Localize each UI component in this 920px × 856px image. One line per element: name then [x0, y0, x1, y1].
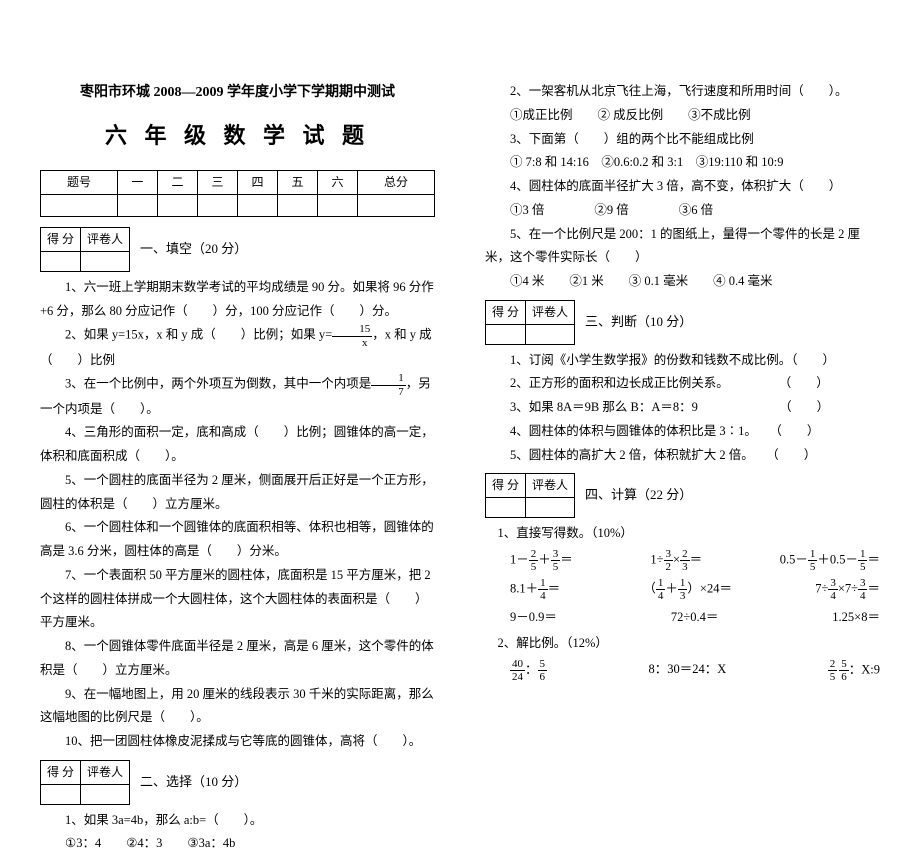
choice-q4: 4、圆柱体的底面半径扩大 3 倍，高不变，体积扩大（ ） [485, 175, 880, 199]
page-wrap: 枣阳市环城 2008—2009 学年度小学下学期期中测试 六 年 级 数 学 试… [40, 80, 880, 856]
fill-q2: 2、如果 y=15x，x 和 y 成（ ）比例；如果 y=15x，x 和 y 成… [40, 323, 435, 372]
text: 3、在一个比例中，两个外项互为倒数，其中一个内项是 [65, 377, 371, 391]
section-3-title: 三、判断（10 分） [585, 310, 692, 335]
score-cell [41, 195, 118, 217]
grade-box: 得 分评卷人 [485, 300, 575, 345]
score-cell: 三 [197, 171, 237, 195]
calc-item: 1－25＋35＝ [510, 548, 573, 573]
choice-q3: 3、下面第（ ）组的两个比不能组成比例 [485, 128, 880, 152]
grade-box: 得 分评卷人 [40, 227, 130, 272]
calc-h1: 1、直接写得数。（10%） [485, 522, 880, 546]
calc-item: 72÷0.4＝ [671, 606, 719, 630]
fill-q9: 9、在一幅地图上，用 20 厘米的线段表示 30 千米的实际距离，那么这幅地图的… [40, 683, 435, 731]
judge-q2: 2、正方形的面积和边长成正比例关系。 （ ） [485, 372, 880, 396]
section-3-row: 得 分评卷人 三、判断（10 分） [485, 300, 880, 345]
calc-row-4: 4024：56 8：30＝24：X 2556：X:9 [485, 656, 880, 685]
calc-h2: 2、解比例。（12%） [485, 632, 880, 656]
fill-q6: 6、一个圆柱体和一个圆锥体的底面积相等、体积也相等，圆锥体的高是 3.6 分米，… [40, 516, 435, 564]
fill-q1: 1、六一班上学期期末数学考试的平均成绩是 90 分。如果将 96 分作+6 分，… [40, 276, 435, 324]
section-4-row: 得 分评卷人 四、计算（22 分） [485, 473, 880, 518]
fill-q7: 7、一个表面积 50 平方厘米的圆柱体，底面积是 15 平方厘米，把 2 个这样… [40, 564, 435, 635]
calc-item: 9－0.9＝ [510, 606, 557, 630]
choice-q5-opts: ①4 米 ②1 米 ③ 0.1 毫米 ④ 0.4 毫米 [485, 270, 880, 294]
choice-q2-opts: ①成正比例 ② 成反比例 ③不成比例 [485, 104, 880, 128]
fraction: 17 [371, 372, 406, 397]
choice-q1-opts: ①3：4 ②4：3 ③3a：4b [40, 832, 435, 856]
calc-item: 8：30＝24：X [648, 658, 726, 683]
calc-row-1: 1－25＋35＝ 1÷32×23＝ 0.5－15＋0.5－15＝ [485, 546, 880, 575]
grade-box: 得 分评卷人 [485, 473, 575, 518]
choice-q4-opts: ①3 倍 ②9 倍 ③6 倍 [485, 199, 880, 223]
exam-header: 枣阳市环城 2008—2009 学年度小学下学期期中测试 [40, 80, 435, 107]
calc-item: 1.25×8＝ [832, 606, 880, 630]
score-cell: 六 [318, 171, 358, 195]
calc-item: 8.1＋14＝ [510, 577, 560, 602]
score-table: 题号 一 二 三 四 五 六 总分 [40, 170, 435, 217]
calc-item: （14＋13）×24＝ [643, 577, 732, 602]
calc-row-2: 8.1＋14＝ （14＋13）×24＝ 7÷34×7÷34＝ [485, 575, 880, 604]
calc-item: 2556：X:9 [828, 658, 880, 683]
judge-q3: 3、如果 8A＝9B 那么 B：A＝8：9 （ ） [485, 396, 880, 420]
score-cell: 四 [237, 171, 277, 195]
grade-cell: 得 分 [41, 760, 81, 784]
fill-q8: 8、一个圆锥体零件底面半径是 2 厘米，高是 6 厘米，这个零件的体积是（ ）立… [40, 635, 435, 683]
fraction: 15x [332, 323, 372, 348]
judge-q1: 1、订阅《小学生数学报》的份数和钱数不成比例。（ ） [485, 349, 880, 373]
judge-q5: 5、圆柱体的高扩大 2 倍，体积就扩大 2 倍。 （ ） [485, 444, 880, 468]
choice-q3-opts: ① 7:8 和 14:16 ②0.6:0.2 和 3:1 ③19:110 和 1… [485, 151, 880, 175]
choice-q2: 2、一架客机从北京飞往上海，飞行速度和所用时间（ ）。 [485, 80, 880, 104]
grade-cell: 评卷人 [526, 300, 575, 324]
fill-q10: 10、把一团圆柱体橡皮泥揉成与它等底的圆锥体，高将（ ）。 [40, 730, 435, 754]
judge-q4: 4、圆柱体的体积与圆锥体的体积比是 3∶1。 （ ） [485, 420, 880, 444]
fill-q4: 4、三角形的面积一定，底和高成（ ）比例；圆锥体的高一定，体积和底面积成（ ）。 [40, 421, 435, 469]
grade-cell: 评卷人 [81, 228, 130, 252]
grade-cell: 评卷人 [81, 760, 130, 784]
text: 2、如果 y=15x，x 和 y 成（ ）比例；如果 y= [65, 328, 332, 342]
fill-q3: 3、在一个比例中，两个外项互为倒数，其中一个内项是17，另一个内项是（ ）。 [40, 372, 435, 421]
calc-item: 0.5－15＋0.5－15＝ [780, 548, 880, 573]
left-column: 枣阳市环城 2008—2009 学年度小学下学期期中测试 六 年 级 数 学 试… [40, 80, 435, 856]
calc-row-3: 9－0.9＝ 72÷0.4＝ 1.25×8＝ [485, 604, 880, 632]
grade-box: 得 分评卷人 [40, 760, 130, 805]
right-column: 2、一架客机从北京飞往上海，飞行速度和所用时间（ ）。 ①成正比例 ② 成反比例… [485, 80, 880, 856]
score-cell: 二 [157, 171, 197, 195]
calc-item: 1÷32×23＝ [650, 548, 702, 573]
grade-cell: 评卷人 [526, 474, 575, 498]
section-4-title: 四、计算（22 分） [585, 483, 692, 508]
grade-cell: 得 分 [486, 300, 526, 324]
choice-q1: 1、如果 3a=4b，那么 a:b=（ ）。 [40, 809, 435, 833]
score-cell: 五 [277, 171, 317, 195]
calc-item: 7÷34×7÷34＝ [815, 577, 880, 602]
section-2-row: 得 分评卷人 二、选择（10 分） [40, 760, 435, 805]
section-1-row: 得 分评卷人 一、填空（20 分） [40, 227, 435, 272]
fill-q5: 5、一个圆柱的底面半径为 2 厘米，侧面展开后正好是一个正方形，圆柱的体积是（ … [40, 469, 435, 517]
exam-title: 六 年 级 数 学 试 题 [40, 115, 435, 157]
section-1-title: 一、填空（20 分） [140, 237, 247, 262]
grade-cell: 得 分 [41, 228, 81, 252]
choice-q5: 5、在一个比例尺是 200：1 的图纸上，量得一个零件的长是 2 厘米，这个零件… [485, 223, 880, 271]
score-cell: 总分 [358, 171, 435, 195]
calc-item: 4024：56 [510, 658, 547, 683]
score-cell: 题号 [41, 171, 118, 195]
grade-cell: 得 分 [486, 474, 526, 498]
score-cell: 一 [117, 171, 157, 195]
section-2-title: 二、选择（10 分） [140, 770, 247, 795]
